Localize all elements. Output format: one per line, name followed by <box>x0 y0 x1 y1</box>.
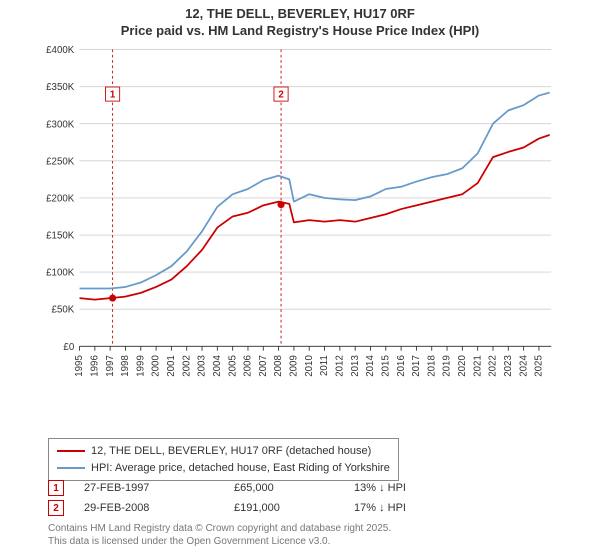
svg-text:1: 1 <box>110 90 116 101</box>
svg-text:2021: 2021 <box>472 355 483 377</box>
svg-text:2000: 2000 <box>151 355 162 377</box>
sale-marker-box: 2 <box>48 500 64 516</box>
sale-date: 29-FEB-2008 <box>84 502 234 514</box>
svg-text:£350K: £350K <box>46 82 75 93</box>
sale-row: 1 27-FEB-1997£65,00013% ↓ HPI <box>48 478 474 498</box>
svg-text:2014: 2014 <box>365 355 376 377</box>
sales-table: 1 27-FEB-1997£65,00013% ↓ HPI 2 29-FEB-2008… <box>48 478 474 518</box>
svg-text:2023: 2023 <box>503 355 514 377</box>
svg-text:2025: 2025 <box>534 355 545 377</box>
svg-text:2006: 2006 <box>243 355 254 377</box>
title-line-2: Price paid vs. HM Land Registry's House … <box>0 23 600 40</box>
svg-text:2017: 2017 <box>411 355 422 377</box>
svg-text:£100K: £100K <box>46 268 75 279</box>
legend-item: 12, THE DELL, BEVERLEY, HU17 0RF (detach… <box>57 443 390 460</box>
svg-text:1996: 1996 <box>89 355 100 377</box>
svg-text:2016: 2016 <box>396 355 407 377</box>
svg-text:2005: 2005 <box>227 355 238 377</box>
title-block: 12, THE DELL, BEVERLEY, HU17 0RF Price p… <box>0 0 600 40</box>
legend-swatch <box>57 467 85 469</box>
legend-swatch <box>57 450 85 452</box>
svg-text:1998: 1998 <box>120 355 131 377</box>
svg-text:£200K: £200K <box>46 193 75 204</box>
svg-text:2010: 2010 <box>304 355 315 377</box>
svg-text:2007: 2007 <box>258 355 269 377</box>
svg-text:£150K: £150K <box>46 231 75 242</box>
svg-text:2012: 2012 <box>335 355 346 377</box>
svg-text:£300K: £300K <box>46 119 75 130</box>
svg-text:2009: 2009 <box>289 355 300 377</box>
svg-text:2022: 2022 <box>488 355 499 377</box>
footer: Contains HM Land Registry data © Crown c… <box>48 522 391 548</box>
legend-label: HPI: Average price, detached house, East… <box>91 460 390 477</box>
sale-price: £65,000 <box>234 482 354 494</box>
svg-text:2015: 2015 <box>380 355 391 377</box>
svg-text:2024: 2024 <box>518 355 529 377</box>
svg-text:£250K: £250K <box>46 156 75 167</box>
svg-text:1999: 1999 <box>135 355 146 377</box>
legend-item: HPI: Average price, detached house, East… <box>57 460 390 477</box>
sale-row: 2 29-FEB-2008£191,00017% ↓ HPI <box>48 498 474 518</box>
price-chart: £0 £50K £100K £150K £200K £250K £300K £350K £400… <box>48 46 588 394</box>
footer-line-1: Contains HM Land Registry data © Crown c… <box>48 522 391 535</box>
svg-text:2001: 2001 <box>166 355 177 377</box>
svg-text:£0: £0 <box>63 342 74 353</box>
legend: 12, THE DELL, BEVERLEY, HU17 0RF (detach… <box>48 438 399 481</box>
svg-text:2003: 2003 <box>197 355 208 377</box>
sale-change: 17% ↓ HPI <box>354 502 474 514</box>
svg-text:2008: 2008 <box>273 355 284 377</box>
svg-text:2: 2 <box>278 90 284 101</box>
svg-text:£50K: £50K <box>52 305 75 316</box>
footer-line-2: This data is licensed under the Open Gov… <box>48 535 391 548</box>
sale-price: £191,000 <box>234 502 354 514</box>
svg-text:1997: 1997 <box>105 355 116 377</box>
svg-text:1995: 1995 <box>74 355 85 377</box>
sale-change: 13% ↓ HPI <box>354 482 474 494</box>
svg-text:2018: 2018 <box>426 355 437 377</box>
svg-text:£400K: £400K <box>46 45 75 56</box>
svg-text:2011: 2011 <box>319 355 330 376</box>
svg-text:2019: 2019 <box>442 355 453 377</box>
legend-label: 12, THE DELL, BEVERLEY, HU17 0RF (detach… <box>91 443 371 460</box>
svg-text:2013: 2013 <box>350 355 361 377</box>
svg-text:2002: 2002 <box>181 355 192 377</box>
sale-date: 27-FEB-1997 <box>84 482 234 494</box>
svg-text:2004: 2004 <box>212 355 223 377</box>
chart-container: 12, THE DELL, BEVERLEY, HU17 0RF Price p… <box>0 0 600 560</box>
title-line-1: 12, THE DELL, BEVERLEY, HU17 0RF <box>0 6 600 23</box>
sale-marker-box: 1 <box>48 480 64 496</box>
svg-text:2020: 2020 <box>457 355 468 377</box>
